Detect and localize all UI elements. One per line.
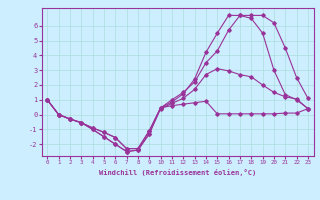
X-axis label: Windchill (Refroidissement éolien,°C): Windchill (Refroidissement éolien,°C) [99,169,256,176]
